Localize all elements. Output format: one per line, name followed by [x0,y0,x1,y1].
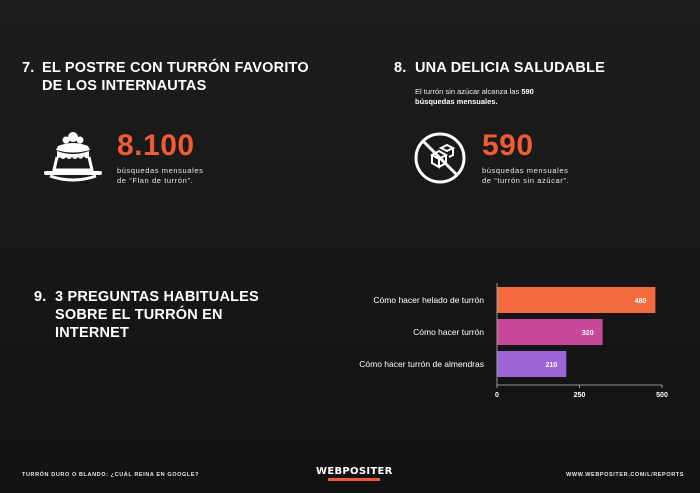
data-label-1: 480 [635,298,647,305]
section7-number: 7. [22,60,35,76]
x-tick-label-1: 0 [495,392,499,399]
category-label-3: Cómo hacer turrón de almendras [359,359,484,369]
section7-caption-line1: búsquedas mensuales [117,166,204,175]
data-label-3: 210 [546,362,558,369]
category-label-1: Cómo hacer helado de turrón [373,295,484,305]
section9-title-line1: 3 PREGUNTAS HABITUALES [55,289,259,305]
section8-heading: 8. UNA DELICIA SALUDABLE [394,59,605,77]
section7-caption: búsquedas mensuales de “Flan de turrón”. [117,166,203,185]
section8-stat: 590 [482,129,534,162]
section8-title: UNA DELICIA SALUDABLE [415,60,606,76]
logo-underline [328,478,381,481]
section8-caption: búsquedas mensuales de “turrón sin azúca… [482,166,569,185]
bar-1 [497,287,656,313]
section8-intro-line2: búsquedas mensuales. [415,97,498,106]
x-tick-label-2: 250 [574,392,586,399]
data-label-2: 320 [582,330,594,337]
webpositer-logo: WEBPOSITER [316,466,393,481]
section7-stat: 8.100 [117,129,195,162]
no-sugar-icon [413,131,467,185]
footer-left-text: TURRÓN DURO O BLANDO: ¿CUÁL REINA EN GOO… [22,472,200,478]
section8-number: 8. [394,60,407,76]
section7-caption-line2: de “Flan de turrón”. [117,175,194,185]
section9-number: 9. [34,289,47,305]
section9-title-line2: SOBRE EL TURRÓN EN [55,307,223,323]
x-tick-label-3: 500 [656,392,668,399]
bar-3 [497,351,567,377]
section8-caption-line2: de “turrón sin azúcar”. [482,175,570,185]
section8-caption-line1: búsquedas mensuales [482,166,569,175]
section8-intro-prefix: El turrón sin azúcar alcanza las [415,87,520,96]
section9-title-line3: INTERNET [55,325,130,341]
section7-heading: 7. EL POSTRE CON TURRÓN FAVORITO DE LOS I… [22,59,309,95]
section7-title-line2: DE LOS INTERNAUTAS [42,78,207,94]
section8-intro: El turrón sin azúcar alcanza las 590 bús… [415,87,534,107]
logo-text: WEBPOSITER [316,466,393,477]
footer-url[interactable]: WWW.WEBPOSITER.COM/L/REPORTS [566,472,684,478]
bar-chart: Cómo hacer helado de turrón 480 Cómo hacer… [359,283,668,399]
section7-title-line1: EL POSTRE CON TURRÓN FAVORITO [42,60,309,76]
flan-dessert-icon [42,130,104,184]
bar-2 [497,319,603,345]
category-label-2: Cómo hacer turrón [413,327,484,337]
section8-intro-value: 590 [521,87,534,96]
section9-heading: 9. 3 PREGUNTAS HABITUALES SOBRE EL TURRÓN… [34,288,259,342]
